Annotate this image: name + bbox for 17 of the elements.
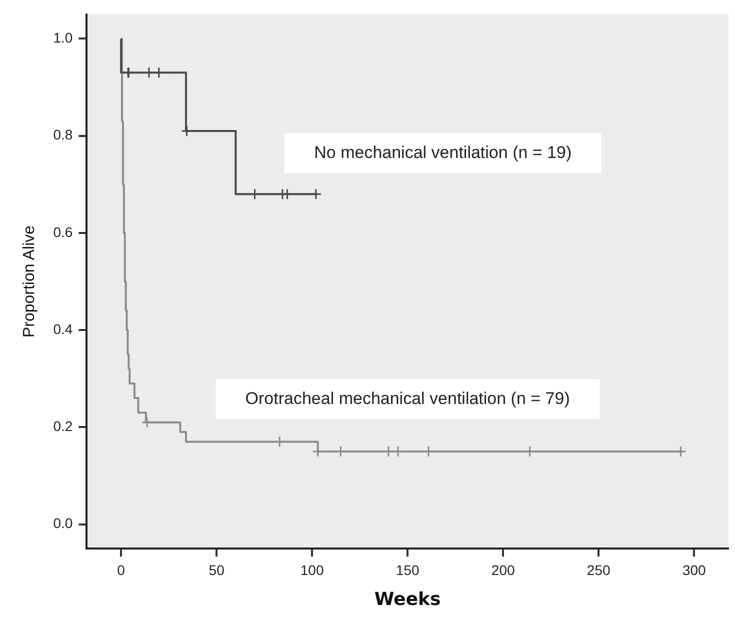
y-tick-label: 0.6 [53,224,73,240]
y-tick-label: 0.4 [53,320,73,337]
label-box: No mechanical ventilation (n = 19) [284,133,602,174]
label-box: Orotracheal mechanical ventilation (n = 79) [215,379,600,420]
x-tick-label: 50 [208,562,225,578]
y-tick-label: 0.0 [53,515,73,532]
x-tick-label: 200 [491,562,515,578]
y-tick-label: 0.2 [53,418,73,434]
x-tick-label: 150 [396,562,420,578]
y-tick-label: 1.0 [53,30,73,46]
y-tick-label: 0.8 [53,126,73,143]
x-tick-label: 300 [682,562,706,578]
x-tick-label: 0 [117,562,126,578]
x-tick-label: 100 [300,562,324,578]
x-axis-title: Weeks [374,588,441,610]
y-axis-title: Proportion Alive [21,225,38,338]
x-tick-label: 250 [586,562,610,578]
